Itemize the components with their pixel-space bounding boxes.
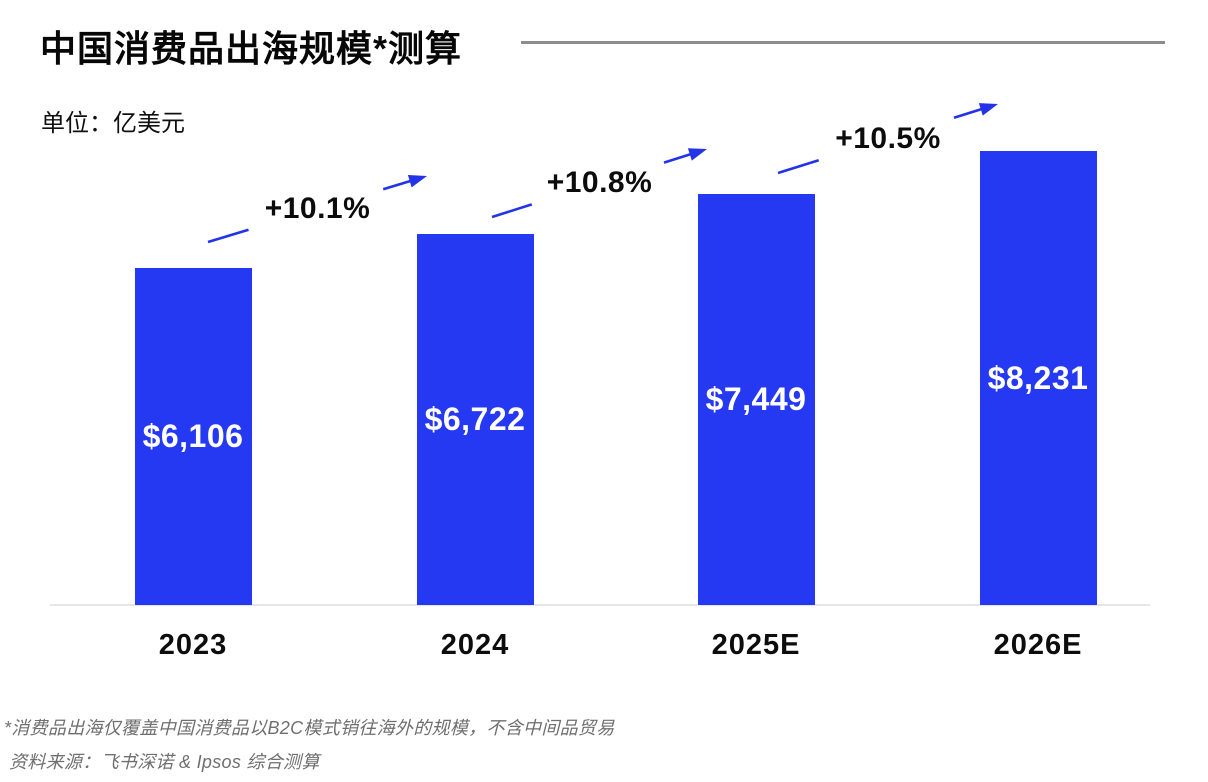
category-label-2024: 2024	[440, 629, 510, 661]
category-label-2026E: 2026E	[993, 629, 1083, 661]
category-label-2023: 2023	[158, 629, 228, 661]
bar-value-label: $8,231	[987, 359, 1089, 396]
growth-arrowhead-icon	[687, 148, 707, 161]
growth-arrow-dash	[663, 151, 696, 164]
growth-label-2025E: +10.8%	[546, 166, 653, 199]
footnote-note: *消费品出海仅覆盖中国消费品以B2C模式销往海外的规模，不含中间品贸易	[4, 718, 615, 738]
bar-2024: $6,722	[416, 233, 534, 606]
growth-arrow-dash	[382, 178, 416, 191]
unit-label: 单位：亿美元	[41, 110, 185, 137]
growth-arrow-dash	[491, 203, 533, 219]
bar-2026E: $8,231	[979, 150, 1097, 606]
growth-arrow-dash	[953, 106, 987, 120]
bar-value-label: $6,106	[142, 418, 244, 455]
bar-2025E: $7,449	[697, 193, 815, 606]
category-label-2025E: 2025E	[711, 629, 801, 661]
growth-arrow-dash	[777, 158, 820, 175]
growth-arrow-dash	[207, 228, 249, 244]
growth-label-2024: +10.1%	[264, 192, 371, 225]
growth-arrowhead-icon	[978, 103, 998, 116]
x-axis-line	[50, 604, 1150, 606]
page-title: 中国消费品出海规模*测算	[40, 28, 463, 69]
footnote-source: 资料来源：飞书深诺 & Ipsos 综合测算	[9, 752, 320, 772]
title-rule	[521, 41, 1165, 44]
bar-value-label: $7,449	[705, 381, 807, 418]
growth-label-2026E: +10.5%	[835, 121, 941, 155]
bar-value-label: $6,722	[424, 401, 526, 438]
growth-arrowhead-icon	[407, 174, 427, 188]
bar-2023: $6,106	[134, 268, 252, 606]
